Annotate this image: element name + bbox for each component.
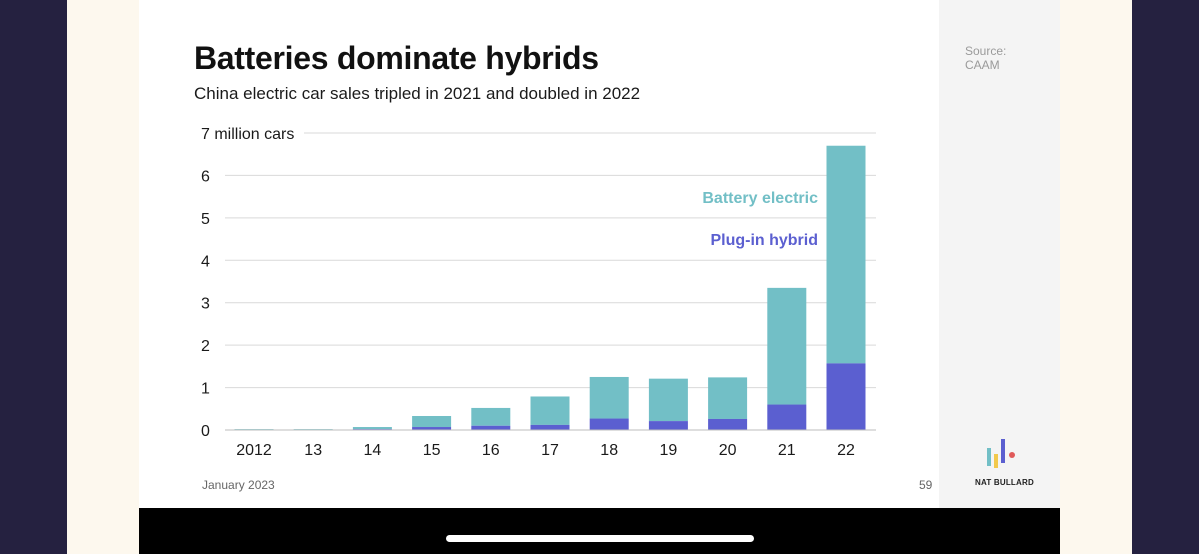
y-tick-label: 4	[201, 253, 210, 270]
chart-subtitle: China electric car sales tripled in 2021…	[194, 84, 641, 103]
y-tick-label: 6	[201, 168, 210, 185]
background-frame-left	[0, 0, 67, 554]
letterbox-right	[1060, 0, 1132, 554]
source-note: Source: CAAM	[965, 44, 1006, 72]
bar-battery-electric	[589, 376, 629, 419]
bar-plug-in-hybrid	[589, 418, 629, 430]
x-tick-label: 13	[304, 442, 322, 459]
page-number: 59	[919, 478, 933, 492]
y-tick-label: 5	[201, 211, 210, 228]
x-tick-label: 15	[423, 442, 441, 459]
bar-plug-in-hybrid	[708, 418, 748, 430]
slide-side-panel	[939, 0, 1060, 508]
source-label: Source:	[965, 44, 1007, 58]
x-tick-label: 17	[541, 442, 559, 459]
bar-plug-in-hybrid	[471, 425, 511, 430]
x-tick-label: 20	[719, 442, 737, 459]
legend-plug-in-hybrid: Plug-in hybrid	[710, 232, 818, 249]
y-tick-label: 7 million cars	[201, 126, 294, 143]
bar-plug-in-hybrid	[412, 427, 452, 430]
bar-battery-electric	[412, 415, 452, 428]
legend-battery-electric: Battery electric	[702, 190, 818, 207]
background-frame-right	[1132, 0, 1199, 554]
bar-logo-icon	[987, 439, 1015, 468]
y-tick-label: 3	[201, 296, 210, 313]
source-name: CAAM	[965, 58, 1000, 72]
bar-battery-electric	[352, 427, 392, 430]
bar-plug-in-hybrid	[767, 404, 807, 430]
bar-plug-in-hybrid	[530, 424, 570, 430]
y-tick-label: 2	[201, 338, 210, 355]
home-indicator[interactable]	[446, 535, 754, 542]
slide-date: January 2023	[202, 478, 275, 492]
bar-plug-in-hybrid	[648, 421, 688, 430]
y-tick-label: 1	[201, 381, 210, 398]
bar-battery-electric	[826, 145, 866, 364]
bar-battery-electric	[767, 287, 807, 405]
bar-battery-electric	[530, 396, 570, 425]
x-tick-label: 16	[482, 442, 500, 459]
bar-battery-electric	[471, 407, 511, 426]
bar-plug-in-hybrid	[826, 363, 866, 430]
letterbox-left	[67, 0, 139, 554]
device-bottom-bar	[139, 508, 1060, 554]
x-tick-label: 18	[600, 442, 618, 459]
x-tick-label: 21	[778, 442, 796, 459]
x-tick-label: 14	[364, 442, 382, 459]
x-tick-label: 22	[837, 442, 855, 459]
chart-title: Batteries dominate hybrids	[194, 40, 599, 76]
brand-name: NAT BULLARD	[975, 478, 1034, 487]
x-tick-label: 2012	[236, 442, 272, 459]
x-tick-label: 19	[660, 442, 678, 459]
y-tick-label: 0	[201, 423, 210, 440]
bar-battery-electric	[648, 378, 688, 422]
bar-battery-electric	[708, 377, 748, 419]
